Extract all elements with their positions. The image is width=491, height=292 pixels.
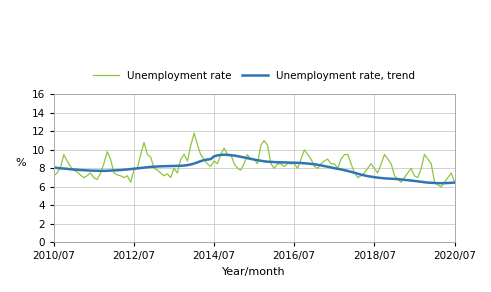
Line: Unemployment rate: Unemployment rate bbox=[54, 133, 455, 187]
X-axis label: Year/month: Year/month bbox=[222, 267, 286, 277]
Line: Unemployment rate, trend: Unemployment rate, trend bbox=[54, 155, 455, 183]
Legend: Unemployment rate, Unemployment rate, trend: Unemployment rate, Unemployment rate, tr… bbox=[89, 67, 420, 85]
Y-axis label: %: % bbox=[15, 158, 26, 168]
